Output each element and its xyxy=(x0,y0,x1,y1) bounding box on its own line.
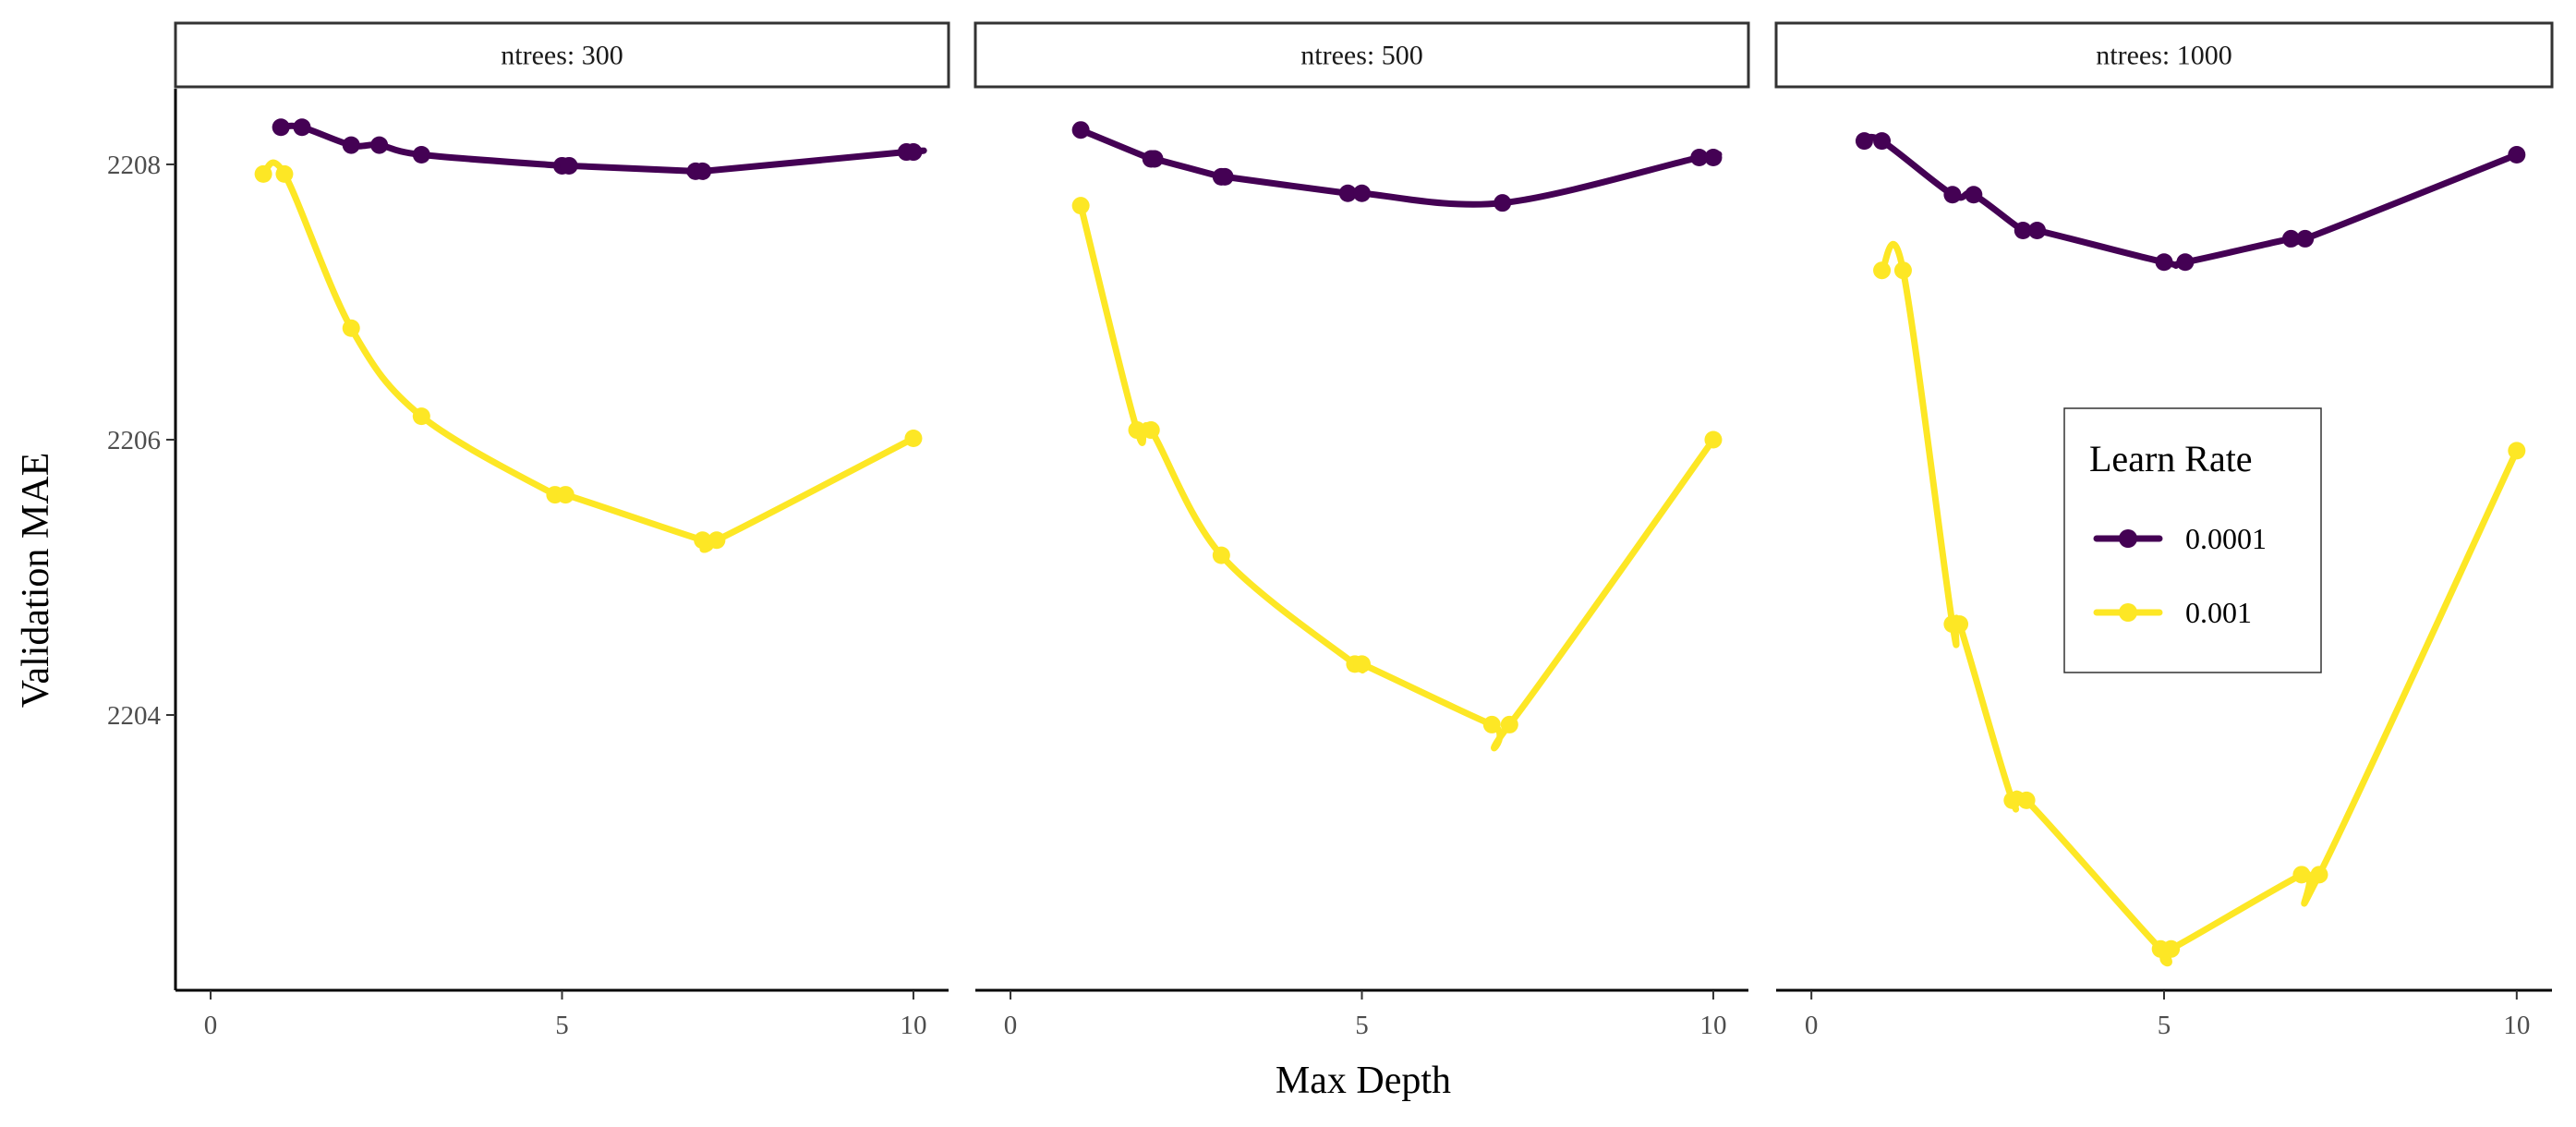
series-line-0.0001 xyxy=(1077,127,1723,208)
data-point-0.001 xyxy=(412,407,430,426)
data-point-0.001 xyxy=(275,164,294,183)
data-point-0.001 xyxy=(2508,442,2526,460)
legend: Learn Rate 0.0001 0.001 xyxy=(2063,407,2322,673)
data-point-0.0001 xyxy=(1690,149,1709,167)
data-point-0.0001 xyxy=(1353,184,1371,202)
data-point-0.001 xyxy=(1128,421,1146,440)
data-point-0.0001 xyxy=(1338,184,1357,202)
data-point-0.001 xyxy=(2162,939,2181,958)
x-tick-label: 5 xyxy=(2158,1011,2171,1040)
data-point-0.0001 xyxy=(560,156,578,175)
legend-label: 0.001 xyxy=(2185,596,2252,629)
series-line-0.001 xyxy=(260,159,917,553)
data-point-0.0001 xyxy=(904,143,923,162)
y-tick-label: 2206 xyxy=(107,426,161,455)
x-tick-label: 0 xyxy=(1805,1011,1819,1040)
strip-label: ntrees: 1000 xyxy=(2096,41,2231,71)
data-point-0.0001 xyxy=(412,146,430,164)
data-point-0.001 xyxy=(1142,421,1160,440)
data-point-0.001 xyxy=(1071,197,1090,215)
data-point-0.0001 xyxy=(2296,229,2315,248)
data-point-0.0001 xyxy=(2176,253,2195,272)
data-point-0.001 xyxy=(1500,715,1518,733)
x-tick-label: 10 xyxy=(900,1011,926,1040)
strip-label: ntrees: 500 xyxy=(1300,41,1422,71)
data-point-0.001 xyxy=(2310,866,2328,884)
data-point-0.0001 xyxy=(2281,229,2300,248)
data-point-0.0001 xyxy=(370,136,389,154)
data-point-0.001 xyxy=(1212,546,1230,564)
data-point-0.0001 xyxy=(1071,121,1090,139)
data-point-0.001 xyxy=(707,531,726,550)
legend-key-point xyxy=(2119,529,2137,548)
data-point-0.0001 xyxy=(1704,149,1723,167)
data-point-0.001 xyxy=(2017,791,2036,809)
data-point-0.0001 xyxy=(2028,221,2047,239)
panels: ntrees: 300 0 5 10 2204 2206 2208 ntrees: 500 0 5… xyxy=(107,21,2554,1040)
y-tick-label: 2208 xyxy=(107,151,161,180)
data-point-0.0001 xyxy=(1873,132,1892,151)
data-point-0.0001 xyxy=(1215,167,1234,186)
strip-label: ntrees: 300 xyxy=(501,41,623,71)
y-tick-label: 2204 xyxy=(107,701,162,731)
series-line-0.0001 xyxy=(1860,133,2521,269)
data-point-0.0001 xyxy=(293,118,311,137)
data-point-0.001 xyxy=(1873,261,1892,280)
data-point-0.001 xyxy=(1353,655,1371,673)
data-point-0.001 xyxy=(694,531,712,550)
series-line-0.001 xyxy=(1077,202,1717,752)
data-point-0.001 xyxy=(1704,430,1723,449)
data-point-0.001 xyxy=(904,429,923,447)
panel-1: ntrees: 300 0 5 10 2204 2206 2208 xyxy=(107,21,950,1040)
data-point-0.0001 xyxy=(2155,253,2173,272)
data-point-0.0001 xyxy=(1965,186,1983,204)
x-tick-label: 5 xyxy=(1355,1011,1369,1040)
legend-label: 0.0001 xyxy=(2185,522,2267,555)
x-tick-label: 0 xyxy=(204,1011,218,1040)
x-axis-title: Max Depth xyxy=(1276,1060,1451,1102)
data-point-0.001 xyxy=(342,319,360,337)
data-point-0.0001 xyxy=(342,136,360,154)
data-point-0.001 xyxy=(2003,791,2022,809)
legend-title: Learn Rate xyxy=(2089,438,2253,479)
data-point-0.0001 xyxy=(1855,132,1873,151)
data-point-0.0001 xyxy=(2014,221,2032,239)
data-point-0.001 xyxy=(254,164,272,183)
x-tick-label: 5 xyxy=(555,1011,569,1040)
data-point-0.0001 xyxy=(1145,150,1164,168)
data-point-0.0001 xyxy=(272,118,290,137)
y-axis-title: Validation MAE xyxy=(15,453,57,708)
x-tick-label: 0 xyxy=(1004,1011,1018,1040)
data-point-0.0001 xyxy=(694,162,712,180)
legend-key-point xyxy=(2119,603,2137,622)
strip-box xyxy=(974,21,1750,89)
strip-box xyxy=(1774,21,2554,89)
x-tick-label: 10 xyxy=(2503,1011,2530,1040)
data-point-0.0001 xyxy=(2508,146,2526,164)
data-point-0.001 xyxy=(1951,615,1969,634)
data-point-0.001 xyxy=(556,486,574,504)
strip-box xyxy=(174,21,950,89)
x-tick-label: 10 xyxy=(1699,1011,1726,1040)
panel-2: ntrees: 500 0 5 10 xyxy=(974,21,1750,1040)
data-point-0.001 xyxy=(1482,715,1501,733)
legend-entries: 0.0001 0.001 xyxy=(2093,522,2267,629)
panel-3: ntrees: 1000 0 5 10 xyxy=(1774,21,2554,1040)
data-point-0.0001 xyxy=(1494,194,1512,212)
data-point-0.0001 xyxy=(1943,186,1962,204)
data-point-0.001 xyxy=(2292,866,2311,884)
data-point-0.001 xyxy=(1893,261,1912,280)
